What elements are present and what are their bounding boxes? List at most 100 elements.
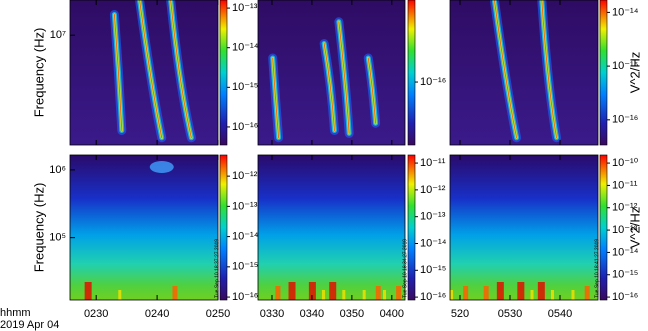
colorbar-tick-label: 10⁻¹⁶ bbox=[232, 291, 258, 303]
colorbar bbox=[219, 0, 228, 146]
spectral-feature bbox=[584, 286, 590, 300]
colorbar-tick-label: 10⁻¹³ bbox=[612, 224, 638, 236]
y-axis-label: Frequency (Hz) bbox=[31, 28, 46, 118]
colorbar-tick-label: 10⁻¹³ bbox=[232, 2, 258, 14]
y-tick-label: 10⁵ bbox=[49, 232, 66, 244]
panel: 0330 0340 0350 0400 10⁻¹¹ 10⁻¹² 10⁻¹³ 10⁻¹⁴ 10⁻¹… bbox=[257, 154, 447, 320]
spectral-feature bbox=[450, 290, 453, 300]
spectral-burst bbox=[541, 0, 558, 139]
colorbar-tick-label: 10⁻¹³ bbox=[232, 200, 258, 212]
colorbar bbox=[599, 0, 608, 146]
spectral-feature bbox=[496, 282, 504, 300]
colorbar-label: V^2/Hz bbox=[627, 52, 642, 94]
colorbar-tick-label: 10⁻¹⁴ bbox=[232, 231, 259, 243]
spectral-feature bbox=[288, 282, 296, 300]
spectrogram-image bbox=[450, 0, 598, 145]
spectral-burst bbox=[113, 14, 123, 131]
spectral-burst bbox=[323, 43, 335, 131]
colorbar-tick-label: 10⁻¹² bbox=[420, 184, 446, 196]
spectral-feature bbox=[149, 161, 174, 173]
y-tick-label: 10⁷ bbox=[50, 29, 66, 41]
spectral-burst bbox=[139, 0, 163, 139]
x-tick-label: 0340 bbox=[300, 308, 324, 320]
timestamp: Tue Sep 10 18:41:27 2019 bbox=[594, 239, 600, 298]
spectral-feature bbox=[537, 282, 545, 300]
colorbar-tick-label: 10⁻¹⁵ bbox=[420, 264, 446, 276]
panel: 520 0530 0540 10⁻¹⁰ 10⁻¹¹ 10⁻¹² 10⁻¹³ 10⁻¹⁴ 10⁻¹… bbox=[449, 154, 642, 320]
spectral-burst bbox=[367, 57, 377, 124]
spectral-feature bbox=[483, 286, 489, 300]
x-tick-label: 0540 bbox=[548, 308, 572, 320]
colorbar-tick-label: 10⁻¹¹ bbox=[612, 179, 638, 191]
colorbar-tick-label: 10⁻¹⁶ bbox=[232, 121, 258, 133]
timestamp: Tue Sep 10 18:37:27 2019 bbox=[214, 239, 220, 298]
x-tick-label: 0350 bbox=[340, 308, 364, 320]
panel: 10⁻¹⁴ 10⁻¹⁵ 10⁻¹⁶ V^2/Hz bbox=[449, 0, 642, 146]
colorbar-tick-label: 10⁻¹⁶ bbox=[612, 114, 638, 126]
colorbar bbox=[219, 154, 228, 301]
plot-frame bbox=[449, 0, 599, 146]
spectral-feature bbox=[551, 290, 555, 300]
x-tick-label: 0250 bbox=[206, 308, 230, 320]
colorbar-tick-label: 10⁻¹¹ bbox=[420, 157, 446, 169]
colorbar-tick-label: 10⁻¹⁶ bbox=[612, 291, 638, 303]
spectral-feature bbox=[172, 286, 178, 300]
spectral-feature bbox=[463, 286, 469, 300]
spectrogram-image bbox=[70, 155, 218, 300]
x-tick-label: 0240 bbox=[145, 308, 169, 320]
spectral-feature bbox=[321, 290, 325, 300]
panel: 10⁻¹⁶ bbox=[257, 0, 446, 146]
y-tick-label: 10⁶ bbox=[49, 164, 66, 176]
colorbar-label: V^2/Hz bbox=[627, 207, 642, 249]
plot-frame bbox=[449, 154, 599, 301]
colorbar bbox=[599, 154, 608, 301]
spectral-burst bbox=[493, 0, 518, 139]
spectral-feature bbox=[517, 282, 525, 300]
spectral-feature bbox=[84, 282, 92, 300]
x-tick-label: 0330 bbox=[260, 308, 284, 320]
timestamp: Tue Sep 10 18:34:27 2019 bbox=[402, 239, 408, 298]
colorbar-tick-label: 10⁻¹⁵ bbox=[232, 261, 258, 273]
panel: 10⁷ Frequency (Hz) 10⁻¹³ 10⁻¹⁴ 10⁻¹⁵ 10⁻¹⁶ bbox=[31, 0, 259, 146]
y-axis-label: Frequency (Hz) bbox=[31, 183, 46, 273]
colorbar bbox=[407, 154, 416, 301]
x-tick-label: 0230 bbox=[84, 308, 108, 320]
colorbar-tick-label: 10⁻¹⁶ bbox=[420, 291, 446, 303]
plot-frame bbox=[69, 154, 219, 301]
colorbar bbox=[407, 0, 416, 146]
colorbar-tick-label: 10⁻¹⁴ bbox=[420, 237, 447, 249]
spectrogram-image bbox=[450, 155, 598, 300]
colorbar-tick-label: 10⁻¹⁴ bbox=[612, 246, 639, 258]
plot-frame bbox=[257, 0, 406, 146]
plot-frame bbox=[257, 154, 406, 301]
spectral-feature bbox=[375, 286, 381, 300]
spectral-feature bbox=[383, 290, 387, 300]
spectral-feature bbox=[342, 290, 346, 300]
spectral-feature bbox=[329, 282, 337, 300]
time-axis-label: hhmm bbox=[0, 307, 31, 319]
spectrogram-image bbox=[258, 155, 405, 300]
plot-frame bbox=[69, 0, 219, 146]
spectral-burst bbox=[338, 21, 350, 134]
colorbar-tick-label: 10⁻¹⁵ bbox=[612, 60, 638, 72]
spectral-feature bbox=[530, 290, 534, 300]
colorbar-tick-label: 10⁻¹⁶ bbox=[420, 76, 446, 88]
colorbar-tick-label: 10⁻¹³ bbox=[420, 211, 446, 223]
x-tick-label: 0530 bbox=[498, 308, 522, 320]
spectral-feature bbox=[362, 290, 366, 300]
colorbar-tick-label: 10⁻¹⁵ bbox=[232, 81, 258, 93]
colorbar-tick-label: 10⁻¹⁴ bbox=[232, 42, 259, 54]
colorbar-tick-label: 10⁻¹² bbox=[232, 170, 258, 182]
spectral-feature bbox=[118, 290, 122, 300]
spectral-feature bbox=[308, 282, 316, 300]
x-tick-label: 0400 bbox=[380, 308, 404, 320]
spectral-feature bbox=[571, 290, 575, 300]
spectral-burst bbox=[272, 57, 280, 139]
x-tick-label: 520 bbox=[451, 308, 469, 320]
date-label: 2019 Apr 04 bbox=[0, 319, 59, 331]
spectral-feature bbox=[396, 286, 402, 300]
spectral-burst bbox=[170, 0, 192, 139]
colorbar-tick-label: 10⁻¹⁴ bbox=[612, 6, 639, 18]
